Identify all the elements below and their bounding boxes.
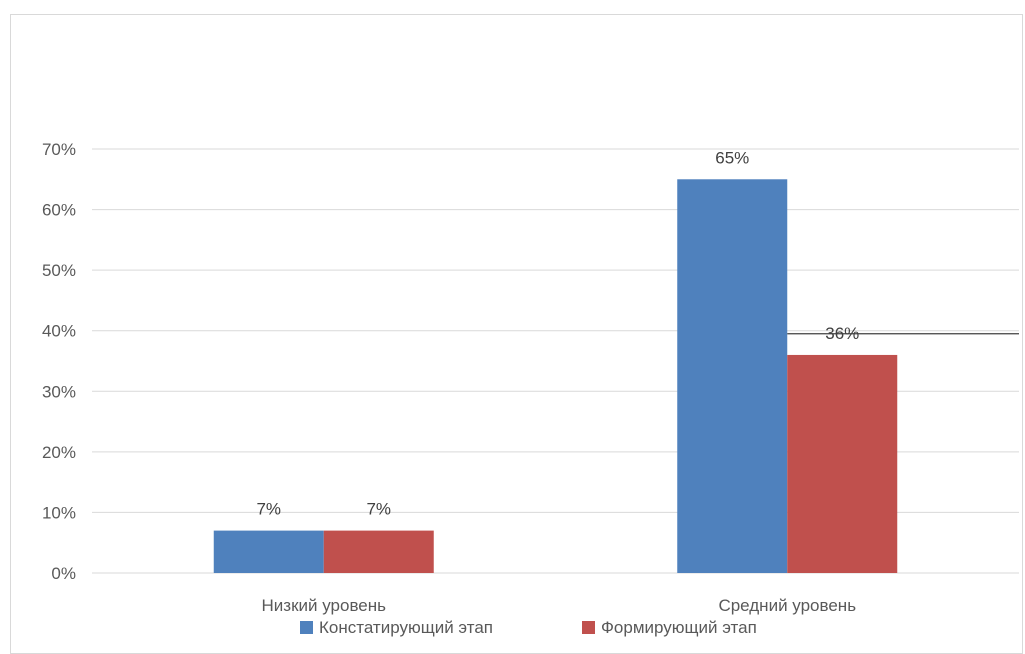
x-category-label: Средний уровень [718,596,856,615]
y-tick-label: 30% [42,382,76,401]
y-tick-label: 70% [42,140,76,159]
y-tick-label: 0% [51,564,76,583]
legend-label: Формирующий этап [601,618,757,637]
data-label: 7% [256,500,281,519]
bar-konstatiruyushchiy [677,179,788,574]
y-tick-label: 50% [42,261,76,280]
bar-konstatiruyushchiy [213,530,324,573]
data-label: 7% [366,500,391,519]
y-tick-label: 60% [42,201,76,220]
bar-formiruyushchiy [323,530,434,573]
legend-swatch [582,621,595,634]
y-tick-label: 20% [42,443,76,462]
x-category-label: Низкий уровень [262,596,387,615]
data-label: 65% [715,148,749,167]
y-tick-label: 40% [42,322,76,341]
legend-swatch [300,621,313,634]
legend-label: Констатирующий этап [319,618,493,637]
bar-formiruyushchiy [787,354,898,573]
y-tick-label: 10% [42,503,76,522]
